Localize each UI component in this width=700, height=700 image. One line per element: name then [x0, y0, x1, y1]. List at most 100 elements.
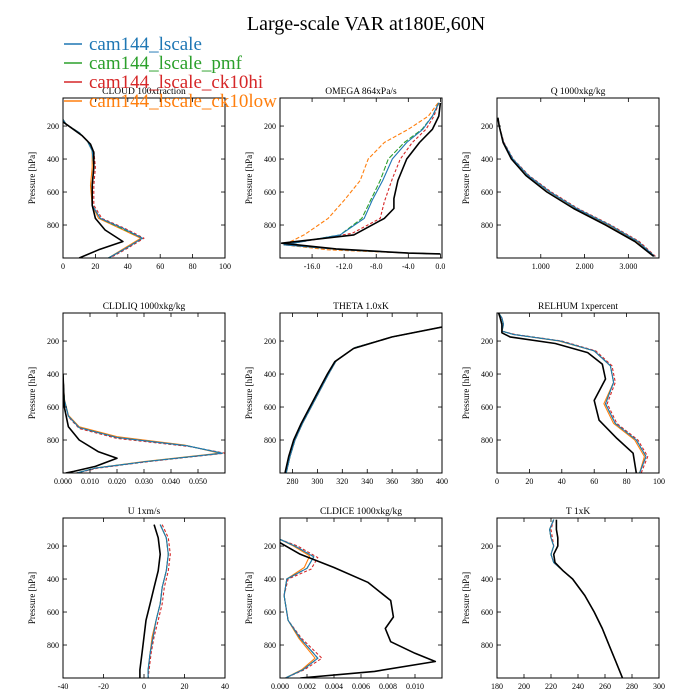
x-tick-label: 0.030: [135, 477, 153, 486]
x-tick-label: 200: [518, 682, 530, 691]
y-tick-label: 200: [264, 122, 276, 131]
panel-9-lines: [549, 519, 624, 678]
x-tick-label: 0: [142, 682, 146, 691]
y-tick-label: 600: [481, 188, 493, 197]
x-tick-label: -16.0: [304, 262, 321, 271]
y-tick-label: 800: [264, 641, 276, 650]
y-tick-label: 600: [264, 188, 276, 197]
x-tick-label: 40: [124, 262, 132, 271]
panel-7-lines: [139, 524, 171, 678]
y-tick-label: 400: [481, 370, 493, 379]
legend: cam144_lscalecam144_lscale_pmfcam144_lsc…: [64, 34, 277, 112]
x-tick-label: -4.0: [402, 262, 415, 271]
series-line-control: [280, 542, 437, 678]
series-line-cam144_lscale_ck10low: [63, 119, 142, 258]
y-tick-label: 200: [264, 337, 276, 346]
y-tick-label: 400: [47, 370, 59, 379]
y-axis-label: Pressure [hPa]: [27, 152, 37, 204]
legend-label: cam144_lscale: [89, 34, 202, 55]
plot-frame: [62, 517, 226, 679]
y-axis-label: Pressure [hPa]: [244, 367, 254, 419]
panel-6: RELHUM 1xpercent 200 400 600 800 0 20 40 60 80 100…: [461, 302, 665, 486]
series-line-cam144_lscale_ck10low: [283, 102, 441, 255]
x-tick-label: 0.000: [271, 682, 289, 691]
x-tick-label: 20: [91, 262, 99, 271]
x-tick-label: 20: [525, 477, 533, 486]
y-tick-label: 600: [481, 403, 493, 412]
panel-1: CLOUD 100xfraction 200 400 600 800 0 20 40 60 80 1…: [27, 86, 231, 271]
series-line-control: [497, 313, 638, 473]
panel-title: T 1xK: [566, 507, 591, 517]
y-tick-label: 600: [264, 608, 276, 617]
panel-title: CLDLIQ 1000xkg/kg: [103, 302, 186, 312]
y-tick-label: 400: [264, 370, 276, 379]
panel-title: CLOUD 100xfraction: [102, 86, 186, 97]
y-tick-label: 800: [264, 436, 276, 445]
y-axis-label: Pressure [hPa]: [244, 572, 254, 624]
series-line-cam144_lscale_ck10low: [63, 373, 221, 473]
y-tick-label: 400: [264, 155, 276, 164]
series-line-control: [552, 519, 624, 678]
x-tick-label: 400: [436, 477, 448, 486]
x-tick-label: 240: [572, 682, 584, 691]
y-tick-label: 200: [481, 542, 493, 551]
y-tick-label: 800: [264, 221, 276, 230]
x-tick-label: 380: [411, 477, 423, 486]
series-line-cam144_lscale: [63, 119, 143, 258]
y-tick-label: 200: [481, 337, 493, 346]
series-line-cam144_lscale: [498, 313, 647, 473]
y-tick-label: 800: [47, 221, 59, 230]
y-axis-label: Pressure [hPa]: [461, 152, 471, 204]
y-tick-label: 400: [47, 155, 59, 164]
y-tick-label: 600: [47, 403, 59, 412]
panel-4: CLDLIQ 1000xkg/kg 200 400 600 800 0.000 0.010 0…: [27, 302, 226, 486]
panel-title: RELHUM 1xpercent: [538, 302, 618, 312]
plot-frame: [279, 97, 443, 259]
x-tick-label: 280: [286, 477, 298, 486]
x-tick-label: 0.004: [325, 682, 343, 691]
y-tick-label: 200: [264, 542, 276, 551]
plot-frame: [496, 312, 660, 474]
panel-8: CLDICE 1000xkg/kg 200 400 600 800 0.000 0.002 0…: [244, 507, 443, 691]
figure-title: Large-scale VAR at180E,60N: [247, 13, 485, 35]
y-axis-label: Pressure [hPa]: [244, 152, 254, 204]
x-tick-label: -8.0: [370, 262, 383, 271]
series-line-cam144_lscale: [497, 117, 655, 257]
panel-8-lines: [280, 538, 437, 678]
panel-title: OMEGA 864xPa/s: [325, 87, 397, 97]
y-tick-label: 400: [481, 155, 493, 164]
y-tick-label: 200: [47, 542, 59, 551]
series-line-cam144_lscale_ck10hi: [498, 313, 649, 473]
panel-title: U 1xm/s: [128, 507, 161, 517]
panel-title: CLDICE 1000xkg/kg: [320, 507, 402, 517]
x-tick-label: 40: [558, 477, 566, 486]
y-tick-label: 200: [481, 122, 493, 131]
y-axis-label: Pressure [hPa]: [461, 572, 471, 624]
series-line-control: [139, 524, 161, 678]
x-tick-label: 0: [61, 262, 65, 271]
panel-2-lines: [280, 102, 442, 255]
series-line-cam144_lscale_pmf: [498, 313, 647, 473]
series-line-cam144_lscale_ck10low: [280, 538, 316, 678]
y-axis-label: Pressure [hPa]: [27, 367, 37, 419]
y-tick-label: 800: [47, 436, 59, 445]
y-axis-label: Pressure [hPa]: [461, 367, 471, 419]
x-tick-label: 0.0: [435, 262, 445, 271]
x-tick-label: -20: [98, 682, 109, 691]
panel-3-lines: [497, 117, 656, 258]
series-line-control: [497, 117, 655, 258]
series-line-cam144_lscale: [285, 326, 442, 473]
x-tick-label: 280: [626, 682, 638, 691]
panel-5-lines: [284, 326, 442, 473]
y-tick-label: 800: [481, 221, 493, 230]
series-line-cam144_lscale_ck10low: [498, 313, 645, 473]
x-tick-label: 0.006: [352, 682, 370, 691]
x-tick-label: 60: [156, 262, 164, 271]
x-tick-label: 60: [590, 477, 598, 486]
series-line-control: [280, 102, 442, 255]
series-line-cam144_lscale_ck10low: [285, 326, 442, 473]
y-tick-label: 600: [47, 608, 59, 617]
series-line-cam144_lscale: [280, 538, 319, 678]
x-tick-label: 220: [545, 682, 557, 691]
